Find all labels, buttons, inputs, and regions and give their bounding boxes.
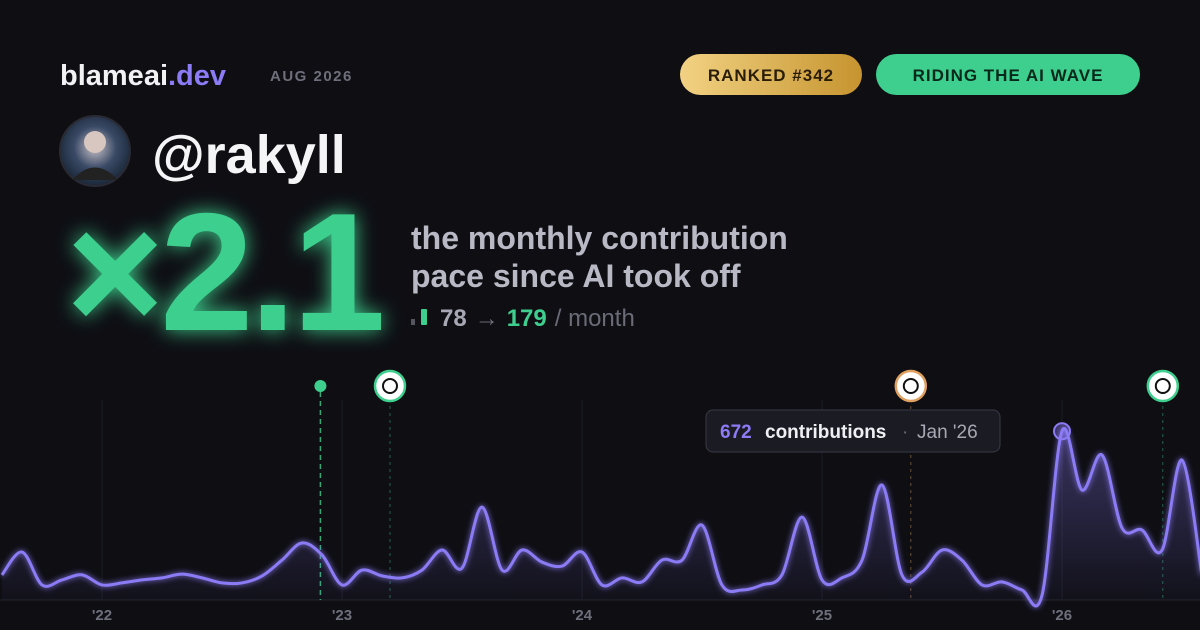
description-line: pace since AI took off <box>411 258 741 294</box>
event-icon <box>373 369 407 403</box>
rank-badge <box>680 54 862 95</box>
tooltip-label: contributions <box>765 422 886 443</box>
x-tick-label: '24 <box>572 607 593 624</box>
event-icon-glyph <box>382 378 398 394</box>
x-tick-label: '26 <box>1052 607 1072 624</box>
line <box>0 427 1200 608</box>
before-icon <box>411 319 415 325</box>
pace-stats: 78 → 179/ month <box>440 305 635 332</box>
period: AUG 2026 <box>270 68 353 85</box>
event-icon-glyph <box>902 378 919 394</box>
tooltip-separator: · <box>902 422 908 443</box>
event-icon <box>1146 369 1180 403</box>
tooltip-date: Jan '26 <box>917 422 978 443</box>
handle: @rakyll <box>152 125 346 185</box>
event-icon <box>894 369 928 403</box>
event-dot <box>314 380 327 392</box>
wave-badge-text: RIDING THE AI WAVE <box>913 66 1104 85</box>
tooltip <box>705 409 1001 453</box>
event-icon-glyph <box>1154 378 1171 394</box>
after-icon <box>421 309 427 325</box>
rank-badge-text: RANKED #342 <box>708 66 834 85</box>
highlight-point <box>1053 422 1071 441</box>
wave-badge <box>876 54 1140 95</box>
avatar-body <box>72 167 118 180</box>
x-tick-label: '23 <box>332 607 352 624</box>
x-tick-label: '22 <box>92 607 112 624</box>
area <box>1 428 1200 606</box>
multiplier: ×2.1 <box>66 178 382 366</box>
chart: '22 '23 '24 '25 '26 672 contributions · Jan '26 <box>0 369 1200 624</box>
avatar-face <box>84 131 106 153</box>
tooltip-value: 672 <box>720 422 752 443</box>
description-line: the monthly contribution <box>411 220 788 256</box>
x-tick-label: '25 <box>812 607 832 624</box>
brand: blameai.dev <box>60 60 226 92</box>
